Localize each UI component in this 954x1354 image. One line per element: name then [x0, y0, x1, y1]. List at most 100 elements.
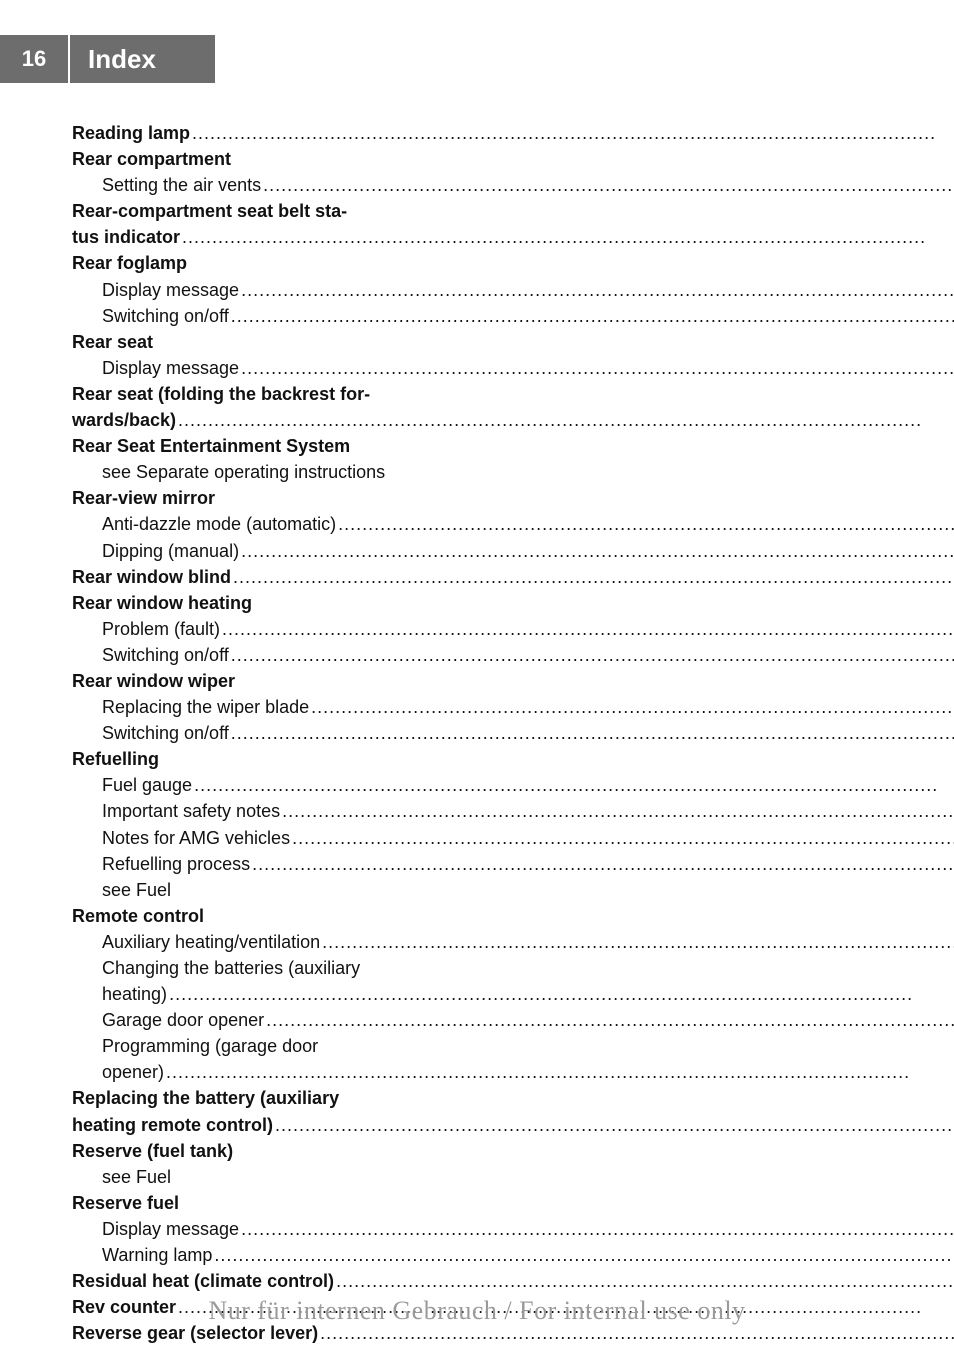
index-entry-label: Auxiliary heating/ventilation	[102, 929, 320, 955]
index-heading: Replacing the battery (auxiliary	[72, 1085, 954, 1111]
index-heading-label: Rear Seat Entertainment System	[72, 433, 350, 459]
index-entry: Problem (fault)146	[72, 616, 954, 642]
index-heading-label: Rear foglamp	[72, 250, 187, 276]
leader-dots	[322, 929, 954, 955]
index-entry-label: Setting the air vents	[102, 172, 261, 198]
leader-dots	[263, 172, 954, 198]
index-entry: Reading lamp128	[72, 120, 954, 146]
leader-dots	[194, 772, 954, 798]
index-heading-label: Replacing the battery (auxiliary	[72, 1085, 339, 1111]
index-entry: Display message273	[72, 277, 954, 303]
leader-dots	[231, 642, 954, 668]
index-entry: Setting the air vents153	[72, 172, 954, 198]
index-entry-label: opener)	[102, 1059, 164, 1085]
index-heading: Rear-compartment seat belt sta-	[72, 198, 954, 224]
index-heading-label: Refuelling	[72, 746, 159, 772]
index-heading-label: Remote control	[72, 903, 204, 929]
index-heading-label: Rear-view mirror	[72, 485, 215, 511]
index-heading: Rear seat	[72, 329, 954, 355]
leader-dots	[231, 303, 954, 329]
index-entry-label: see Separate operating instructions	[102, 459, 385, 485]
index-heading: Rear window wiper	[72, 668, 954, 694]
index-entry-label: see Fuel	[102, 877, 171, 903]
index-entry-label: Fuel gauge	[102, 772, 192, 798]
leader-dots	[275, 1112, 954, 1138]
index-entry-label: wards/back)	[72, 407, 176, 433]
index-entry-label: heating)	[102, 981, 167, 1007]
index-heading: Rear-view mirror	[72, 485, 954, 511]
leader-dots	[311, 694, 954, 720]
leader-dots	[241, 1216, 954, 1242]
index-entry: Auxiliary heating/ventilation149	[72, 929, 954, 955]
index-entry: see Fuel	[72, 877, 954, 903]
index-entry: heating remote control)150	[72, 1112, 954, 1138]
index-entry-label: Anti-dazzle mode (automatic)	[102, 511, 336, 537]
index-entry: Important safety notes175	[72, 798, 954, 824]
index-heading-label: Rear window wiper	[72, 668, 235, 694]
index-entry-label: Rear window blind	[72, 564, 231, 590]
index-entry: Garage door opener327	[72, 1007, 954, 1033]
index-entry: Changing the batteries (auxiliary	[72, 955, 954, 981]
leader-dots	[182, 224, 954, 250]
index-entry-label: Problem (fault)	[102, 616, 220, 642]
index-entry-label: Warning lamp	[102, 1242, 212, 1268]
index-entry-label: Notes for AMG vehicles	[102, 825, 290, 851]
leader-dots	[282, 798, 954, 824]
index-entry-label: Programming (garage door	[102, 1033, 318, 1059]
index-entry: see Fuel	[72, 1164, 954, 1190]
index-heading: Rear window heating	[72, 590, 954, 616]
index-heading: Rear seat (folding the backrest for-	[72, 381, 954, 407]
index-entry: Programming (garage door	[72, 1033, 954, 1059]
index-entry-label: Dipping (manual)	[102, 538, 239, 564]
index-entry-label: Changing the batteries (auxiliary	[102, 955, 360, 981]
index-entry-label: Refuelling process	[102, 851, 250, 877]
index-entry: heating)150	[72, 981, 954, 1007]
index-heading-label: Reserve (fuel tank)	[72, 1138, 233, 1164]
index-entry: tus indicator54	[72, 224, 954, 250]
index-entry-label: heating remote control)	[72, 1112, 273, 1138]
leader-dots	[241, 538, 954, 564]
index-entry: opener)327	[72, 1059, 954, 1085]
index-entry-label: Garage door opener	[102, 1007, 264, 1033]
leader-dots	[169, 981, 954, 1007]
index-heading-label: Rear-compartment seat belt sta-	[72, 198, 347, 224]
index-entry-label: Switching on/off	[102, 720, 229, 746]
leader-dots	[233, 564, 954, 590]
index-entry-label: Display message	[102, 1216, 239, 1242]
leader-dots	[178, 407, 954, 433]
index-entry-label: Replacing the wiper blade	[102, 694, 309, 720]
index-entry: Switching on/off122	[72, 303, 954, 329]
index-entry-label: Residual heat (climate control)	[72, 1268, 334, 1294]
index-entry: wards/back)309	[72, 407, 954, 433]
index-entry: Notes for AMG vehicles407	[72, 825, 954, 851]
index-entry-label: tus indicator	[72, 224, 180, 250]
index-heading: Refuelling	[72, 746, 954, 772]
leader-dots	[166, 1059, 954, 1085]
index-entry: Anti-dazzle mode (automatic)116	[72, 511, 954, 537]
header-bar: 16 Index	[0, 35, 215, 83]
index-entry: Warning lamp301	[72, 1242, 954, 1268]
leader-dots	[336, 1268, 954, 1294]
leader-dots	[192, 120, 954, 146]
leader-dots	[231, 720, 954, 746]
index-entry-label: Reading lamp	[72, 120, 190, 146]
leader-dots	[252, 851, 954, 877]
index-heading-label: Rear compartment	[72, 146, 231, 172]
index-entry: Refuelling process176	[72, 851, 954, 877]
index-entry: Dipping (manual)114	[72, 538, 954, 564]
index-entry: Rear window blind321	[72, 564, 954, 590]
index-heading: Rear foglamp	[72, 250, 954, 276]
index-heading: Reserve fuel	[72, 1190, 954, 1216]
index-heading-label: Rear seat	[72, 329, 153, 355]
index-heading-label: Reserve fuel	[72, 1190, 179, 1216]
index-heading: Rear compartment	[72, 146, 954, 172]
index-entry: Display message277	[72, 1216, 954, 1242]
index-entry: Display message289	[72, 355, 954, 381]
leader-dots	[222, 616, 954, 642]
leader-dots	[292, 825, 954, 851]
index-entry: Replacing the wiper blade133	[72, 694, 954, 720]
index-entry: Residual heat (climate control)147	[72, 1268, 954, 1294]
left-column: Reading lamp128Rear compartmentSetting t…	[72, 120, 954, 1254]
index-heading-label: Rear window heating	[72, 590, 252, 616]
index-entry-label: Switching on/off	[102, 303, 229, 329]
